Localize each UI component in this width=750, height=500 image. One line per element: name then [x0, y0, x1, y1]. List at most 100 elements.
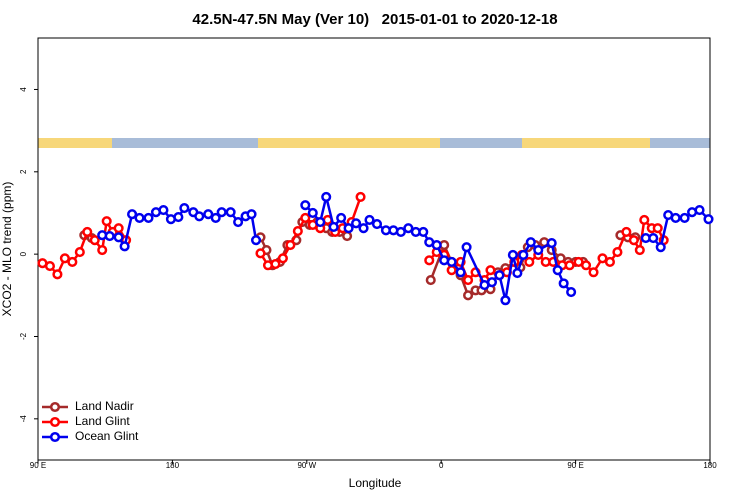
data-point	[97, 244, 108, 256]
data-point	[446, 256, 457, 268]
data-point	[67, 256, 78, 268]
data-point	[652, 223, 663, 234]
data-point	[424, 255, 435, 266]
data-point	[210, 212, 221, 223]
data-point	[639, 214, 650, 226]
legend-marker	[49, 431, 61, 443]
data-point	[119, 241, 130, 252]
data-point	[648, 233, 659, 244]
legend-label: Ocean Glint	[75, 429, 139, 443]
data-point	[179, 202, 190, 214]
data-point	[507, 249, 518, 261]
data-point	[486, 277, 498, 288]
ocean-band	[650, 138, 710, 148]
y-tick-label: 2	[19, 169, 28, 174]
plot-frame	[37, 37, 711, 461]
data-point	[321, 191, 332, 202]
data-point	[216, 207, 227, 218]
data-point	[512, 268, 523, 279]
data-point	[395, 226, 406, 237]
data-point	[463, 275, 474, 286]
data-point	[703, 214, 714, 225]
data-point	[628, 235, 639, 246]
data-point	[255, 248, 266, 259]
data-point	[358, 223, 369, 234]
data-point	[525, 237, 536, 248]
y-tick-label: 4	[19, 87, 28, 92]
data-point	[342, 230, 353, 242]
legend-label: Land Nadir	[75, 399, 134, 413]
data-point	[89, 235, 100, 246]
data-point	[104, 230, 115, 242]
data-point	[463, 290, 474, 301]
data-point	[533, 244, 544, 256]
data-point	[612, 247, 623, 258]
data-point	[194, 211, 205, 222]
data-point	[134, 212, 145, 223]
data-point	[328, 221, 339, 233]
x-axis-title: Longitude	[349, 476, 402, 490]
data-point	[604, 256, 615, 268]
data-point	[455, 267, 466, 278]
data-point	[524, 256, 535, 268]
data-point	[82, 226, 93, 237]
data-point	[351, 218, 362, 229]
data-point	[403, 223, 414, 234]
data-point	[246, 209, 257, 220]
data-point	[127, 209, 138, 220]
data-point	[52, 269, 63, 280]
data-point	[225, 207, 236, 218]
data-point	[597, 253, 608, 264]
data-point	[621, 226, 632, 237]
data-point	[552, 265, 563, 276]
data-point	[300, 212, 311, 223]
data-point	[270, 258, 281, 270]
data-point	[694, 205, 705, 216]
data-point	[44, 261, 55, 272]
data-point	[494, 270, 505, 281]
data-point	[143, 212, 154, 223]
y-tick-label: -4	[19, 415, 28, 423]
data-point	[418, 226, 429, 237]
data-point	[300, 200, 311, 211]
data-point	[564, 260, 575, 271]
legend-marker	[49, 416, 61, 428]
land-band	[522, 138, 650, 148]
x-tick-label: 180	[703, 461, 717, 470]
y-axis-title: XCO2 - MLO trend (ppm)	[0, 182, 14, 317]
data-point	[566, 286, 577, 298]
land-band	[38, 138, 112, 148]
data-point	[670, 212, 681, 223]
data-point	[588, 267, 599, 278]
land-band	[258, 138, 440, 148]
data-point	[500, 295, 511, 306]
data-point	[59, 253, 70, 264]
data-point	[655, 242, 666, 253]
data-point	[113, 232, 124, 243]
data-point	[364, 214, 375, 226]
data-point	[233, 216, 244, 228]
y-tick-label: 0	[19, 251, 28, 256]
x-tick-label: 0	[439, 461, 444, 470]
data-point	[285, 240, 296, 251]
data-point	[461, 242, 472, 253]
data-point	[74, 247, 85, 258]
legend-marker	[49, 401, 61, 413]
data-point	[307, 207, 318, 219]
data-point	[431, 240, 442, 251]
data-point	[679, 212, 690, 223]
data-point	[101, 216, 112, 227]
y-tick-label: -2	[19, 332, 28, 340]
data-point	[371, 219, 383, 230]
ocean-band	[112, 138, 258, 148]
data-point	[343, 223, 354, 234]
data-point	[250, 235, 262, 246]
chart-title: 42.5N-47.5N May (Ver 10) 2015-01-01 to 2…	[192, 11, 557, 28]
data-point	[634, 244, 645, 256]
data-point	[336, 212, 347, 223]
data-point	[425, 275, 436, 286]
x-tick-label: 90 E	[567, 461, 583, 470]
x-tick-label: 90 E	[30, 461, 46, 470]
data-point	[558, 278, 569, 289]
